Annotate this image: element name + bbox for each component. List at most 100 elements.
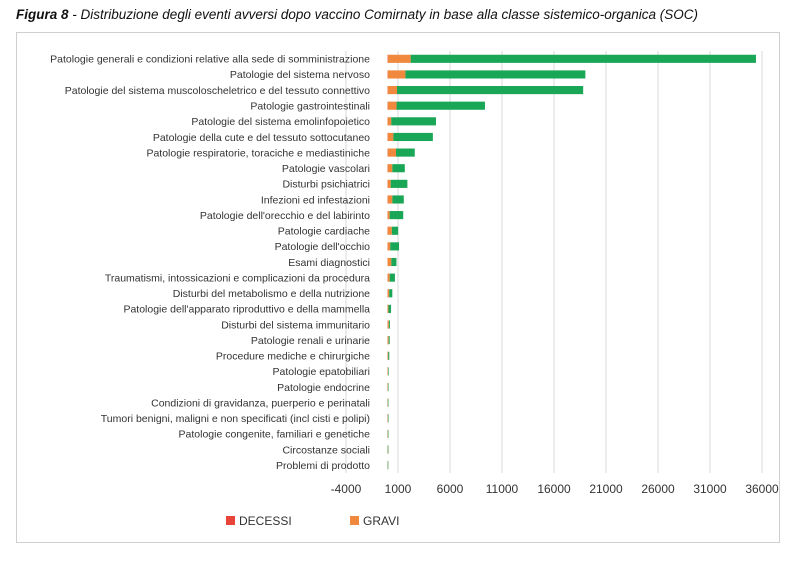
bar-segment [387,382,389,392]
bar-segment [388,351,390,360]
chart-frame: -4000 1000 6000 11000 16000 21000 26000 31000 36… [16,32,780,543]
bar-segment [387,164,393,173]
bar-segment [387,211,390,220]
bar-segment [387,179,391,188]
bar-segment [390,179,408,188]
x-tick-label: 1000 [385,482,412,496]
x-tick-label: 6000 [437,482,464,496]
bar-segment [391,226,399,235]
category-label: Patologie del sistema muscoloscheletrico… [65,85,370,97]
category-label: Patologie gastrointestinali [250,101,370,113]
bar-segment [387,320,389,329]
legend-label: DECESSI [239,514,292,528]
bar-segment [391,257,397,267]
category-label: Patologie della cute e del tessuto sotto… [153,132,370,144]
figure-caption-text: - Distribuzione degli eventi avversi dop… [68,7,699,22]
figure-caption-label: Figura 8 [16,7,69,22]
bar-segment [387,132,394,142]
category-label: Disturbi del sistema immunitario [221,319,370,331]
x-tick-label: 21000 [589,482,623,496]
figure-caption: Figura 8 - Distribuzione degli eventi av… [16,7,698,22]
bar-segment [390,242,400,251]
bar-segment [387,257,392,267]
category-label: Patologie renali e urinarie [251,335,370,347]
category-label: Patologie dell'occhio [275,241,371,253]
category-label: Patologie dell'orecchio e del labirinto [200,210,370,222]
bar-segment [387,429,389,438]
bar-segment [387,195,393,204]
category-label: Patologie dell'apparato riproduttivo e d… [123,304,370,316]
x-tick-label: 16000 [537,482,571,496]
category-label: Circostanze sociali [282,444,370,456]
bar-segment [387,86,398,95]
bar-segment [405,70,586,79]
legend: DECESSI GRAVI [226,514,399,528]
category-label: Problemi di prodotto [276,460,370,472]
bar-segment [387,273,390,282]
category-label: Patologie epatobiliari [273,366,370,378]
bar-segment [387,367,389,376]
bar-segment [387,117,392,126]
chart-svg: -4000 1000 6000 11000 16000 21000 26000 31000 36… [50,51,779,528]
category-label: Esami diagnostici [288,257,370,269]
bar-segment [388,367,389,376]
bar-segment [396,148,415,157]
x-tick-label: 26000 [641,482,675,496]
bars [387,54,756,470]
x-tick-label: 11000 [486,482,519,496]
category-label: Infezioni ed infestazioni [261,194,370,206]
bar-segment [397,86,584,95]
x-tick-label: 36000 [745,482,779,496]
bar-segment [387,461,389,470]
legend-label: GRAVI [363,514,399,528]
bar-segment [387,226,392,235]
category-label: Patologie cardiache [278,226,370,238]
category-label: Disturbi psichiatrici [282,179,370,191]
category-label: Patologie endocrine [277,382,370,394]
bar-segment [387,398,389,407]
category-label: Patologie del sistema nervoso [230,69,370,81]
bar-segment [388,336,390,345]
bar-segment [389,273,395,282]
bar-segment [388,304,392,313]
bar-segment [392,164,405,173]
bar-segment [387,148,397,157]
bar-segment [389,211,404,220]
x-tick-label: -4000 [331,482,362,496]
bar-segment [389,289,393,298]
gridlines [345,51,763,473]
bar-segment [387,304,389,313]
bar-segment [387,242,391,251]
bar-segment [396,101,485,110]
x-tick-label: 31000 [693,482,727,496]
category-label: Patologie respiratorie, toraciche e medi… [146,147,370,159]
category-labels: Patologie generali e condizioni relative… [50,54,370,472]
category-label: Traumatismi, intossicazioni e complicazi… [105,272,370,284]
bar-segment [392,195,404,204]
bar-segment [387,70,406,79]
bar-segment [387,289,390,298]
bar-segment [393,132,433,142]
bar-segment [387,336,389,345]
category-label: Patologie vascolari [282,163,370,175]
bar-segment [387,382,389,392]
bar-segment [387,414,389,423]
bar-segment [388,320,390,329]
category-label: Tumori benigni, maligni e non specificat… [101,413,370,425]
bar-segment [410,54,756,63]
bar-segment [387,414,389,423]
category-label: Patologie generali e condizioni relative… [50,54,370,66]
bar-segment [391,117,436,126]
legend-swatch [226,516,235,525]
bar-segment [387,445,389,454]
bar-segment [387,101,397,110]
bar-segment [387,54,411,63]
x-axis-ticks: -4000 1000 6000 11000 16000 21000 26000 31000 36… [331,482,779,496]
legend-swatch [350,516,359,525]
category-label: Patologie del sistema emolinfopoietico [191,116,370,128]
category-label: Procedure mediche e chirurgiche [216,351,370,363]
category-label: Disturbi del metabolismo e della nutrizi… [173,288,370,300]
bar-segment [387,351,389,360]
category-label: Patologie congenite, familiari e genetic… [179,429,371,441]
category-label: Condizioni di gravidanza, puerperio e pe… [151,397,370,409]
